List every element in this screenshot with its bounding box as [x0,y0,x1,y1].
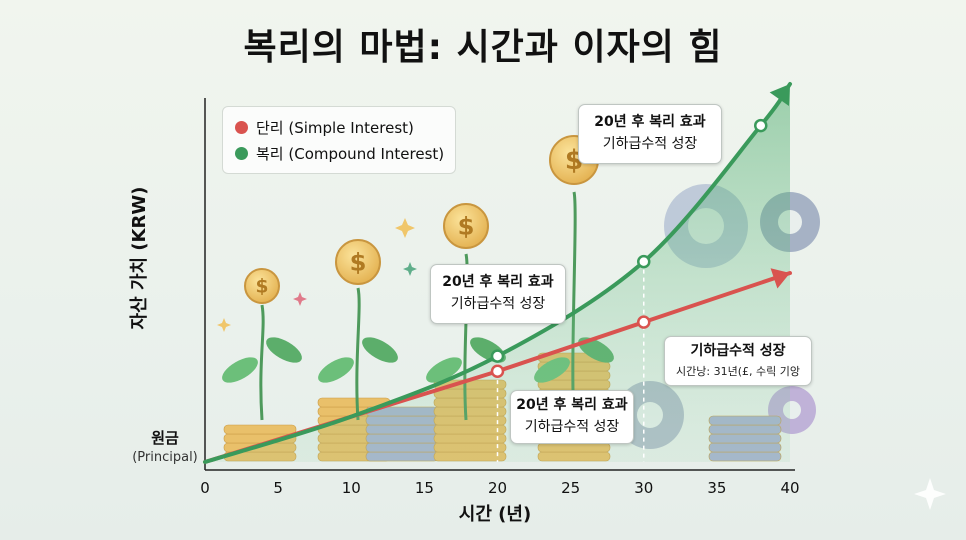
legend-swatch-simple [235,120,248,134]
annotation-text: 기하급수적 성장 [450,296,546,312]
plant-icon: $ [222,268,302,421]
chart-title: 복리의 마법: 시간과 이자의 힘 [243,27,723,68]
legend: 단리 (Simple Interest) 복리 (Compound Intere… [222,106,456,174]
legend-label-compound: 복리 (Compound Interest) [256,144,445,163]
svg-text:$: $ [458,212,475,240]
dollar-coin-icon [335,239,381,285]
x-tick-label: 10 [342,479,361,497]
y-tick-sublabel: (Principal) [132,450,198,465]
x-tick-label: 30 [634,479,653,497]
svg-text:$: $ [350,248,367,276]
series-simple-arrowhead [770,268,790,289]
annotation-top-right: 20년 후 복리 효과 기하급수적 성장 [578,104,722,164]
y-tick-principal: 원금 (Principal) [130,428,200,468]
x-tick-label: 5 [273,479,283,497]
x-tick-label: 40 [780,479,799,497]
legend-item-simple: 단리 (Simple Interest) [235,114,455,140]
sparkle-icon [914,478,946,510]
sparkle-icon [293,292,307,306]
annotation-text: 기하급수적 성장 [602,136,698,152]
annotation-middle: 20년 후 복리 효과 기하급수적 성장 [430,264,566,324]
marker-compound [490,349,505,363]
dollar-coin-icon [244,268,280,304]
legend-item-compound: 복리 (Compound Interest) [235,140,455,166]
sparkle-icon [403,262,417,276]
x-axis-label: 시간 (년) [458,504,532,525]
x-tick-label: 25 [561,479,580,497]
series-compound-line [203,82,792,464]
dollar-coin-icon [443,203,489,249]
annotation-bottom: 20년 후 복리 효과 기하급수적 성장 [510,390,634,444]
legend-label-simple: 단리 (Simple Interest) [256,118,414,137]
marker-compound [637,254,651,269]
annotation-title: 20년 후 복리 효과 [442,274,554,290]
annotation-text: 시간낭: 31년(£, 수릭 기앙 [676,365,800,378]
marker-simple [490,364,505,379]
annotation-title: 20년 후 복리 효과 [516,397,628,413]
annotation-title: 20년 후 복리 효과 [594,114,706,130]
x-tick-label: 35 [707,479,726,497]
svg-text:$: $ [255,276,268,297]
series-compound-arrowhead [769,84,790,106]
annotation-right: 기하급수적 성장 시간낭: 31년(£, 수릭 기앙 [664,336,812,386]
marker-compound [754,118,768,133]
plant-icon: $ [318,239,398,421]
y-tick-label: 원금 [151,429,179,447]
legend-swatch-compound [235,146,248,160]
sparkle-icon [217,318,231,332]
y-axis-label: 자산 가치 (KRW) [129,186,150,330]
sparkle-icon [395,218,415,238]
annotation-title: 기하급수적 성장 [690,343,786,359]
annotation-text: 기하급수적 성장 [524,419,620,435]
x-tick-label: 20 [488,479,507,497]
x-tick-label: 15 [415,479,434,497]
x-tick-label: 0 [200,479,210,497]
marker-simple [637,315,651,329]
